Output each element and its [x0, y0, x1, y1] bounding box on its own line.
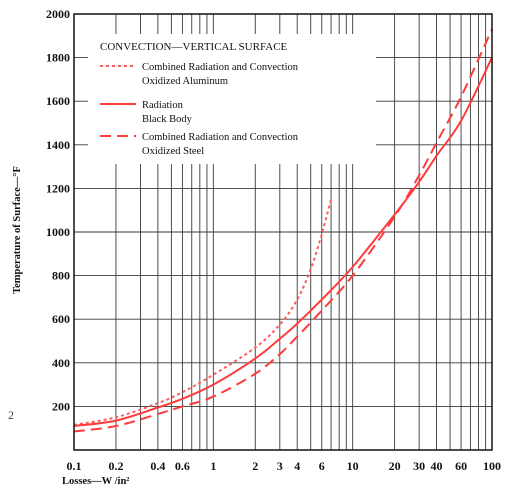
series	[73, 28, 493, 433]
y-tick-label: 1600	[46, 94, 70, 108]
tick-labels: 0.1 0.2 0.4 0.6 1 2 3 4 6 10 20 30 40 60 100 200 400 600 8…	[46, 7, 501, 473]
x-tick-label: 4	[294, 459, 300, 473]
y-axis-title: Temperature of Surface—°F	[12, 166, 23, 294]
x-tick-label: 40	[431, 459, 443, 473]
series-blackbody-solid	[73, 57, 493, 427]
x-tick-label: 20	[389, 459, 401, 473]
x-tick-label: 0.2	[108, 459, 123, 473]
y-tick-label: 1200	[46, 181, 70, 195]
x-tick-label: 60	[455, 459, 467, 473]
legend: CONVECTION—VERTICAL SURFACE Combined Radi…	[100, 41, 299, 157]
x-tick-label: 2	[252, 459, 258, 473]
y-tick-label: 1800	[46, 51, 70, 65]
legend-title: CONVECTION—VERTICAL SURFACE	[100, 41, 288, 53]
y-tick-label: 2000	[46, 7, 70, 21]
y-tick-label: 800	[52, 269, 70, 283]
legend-label: Oxidized Aluminum	[142, 76, 228, 87]
legend-label: Radiation	[142, 100, 184, 111]
legend-label: Combined Radiation and Convection	[142, 132, 299, 143]
series-aluminum-dotted	[73, 199, 333, 426]
y-tick-label: 400	[52, 356, 70, 370]
series-steel-dashed	[73, 28, 493, 433]
plot-frame	[73, 13, 493, 451]
x-tick-label: 0.4	[150, 459, 165, 473]
y-tick-label: 200	[52, 399, 70, 413]
y-tick-label: 1000	[46, 225, 70, 239]
x-tick-label: 1	[210, 459, 216, 473]
y-tick-label: 1400	[46, 138, 70, 152]
x-tick-label: 100	[483, 459, 501, 473]
legend-label: Black Body	[142, 114, 193, 125]
x-tick-label: 10	[347, 459, 359, 473]
stray-label: 2	[8, 408, 14, 422]
legend-label: Combined Radiation and Convection	[142, 62, 299, 73]
legend-label: Oxidized Steel	[142, 146, 204, 157]
x-tick-label: 0.1	[67, 459, 82, 473]
y-tick-label: 600	[52, 312, 70, 326]
x-tick-label: 3	[277, 459, 283, 473]
x-tick-label: 30	[413, 459, 425, 473]
x-axis-title: Losses—W /in²	[62, 476, 129, 487]
x-tick-label: 0.6	[175, 459, 190, 473]
x-tick-label: 6	[319, 459, 325, 473]
legend-background	[88, 34, 376, 164]
